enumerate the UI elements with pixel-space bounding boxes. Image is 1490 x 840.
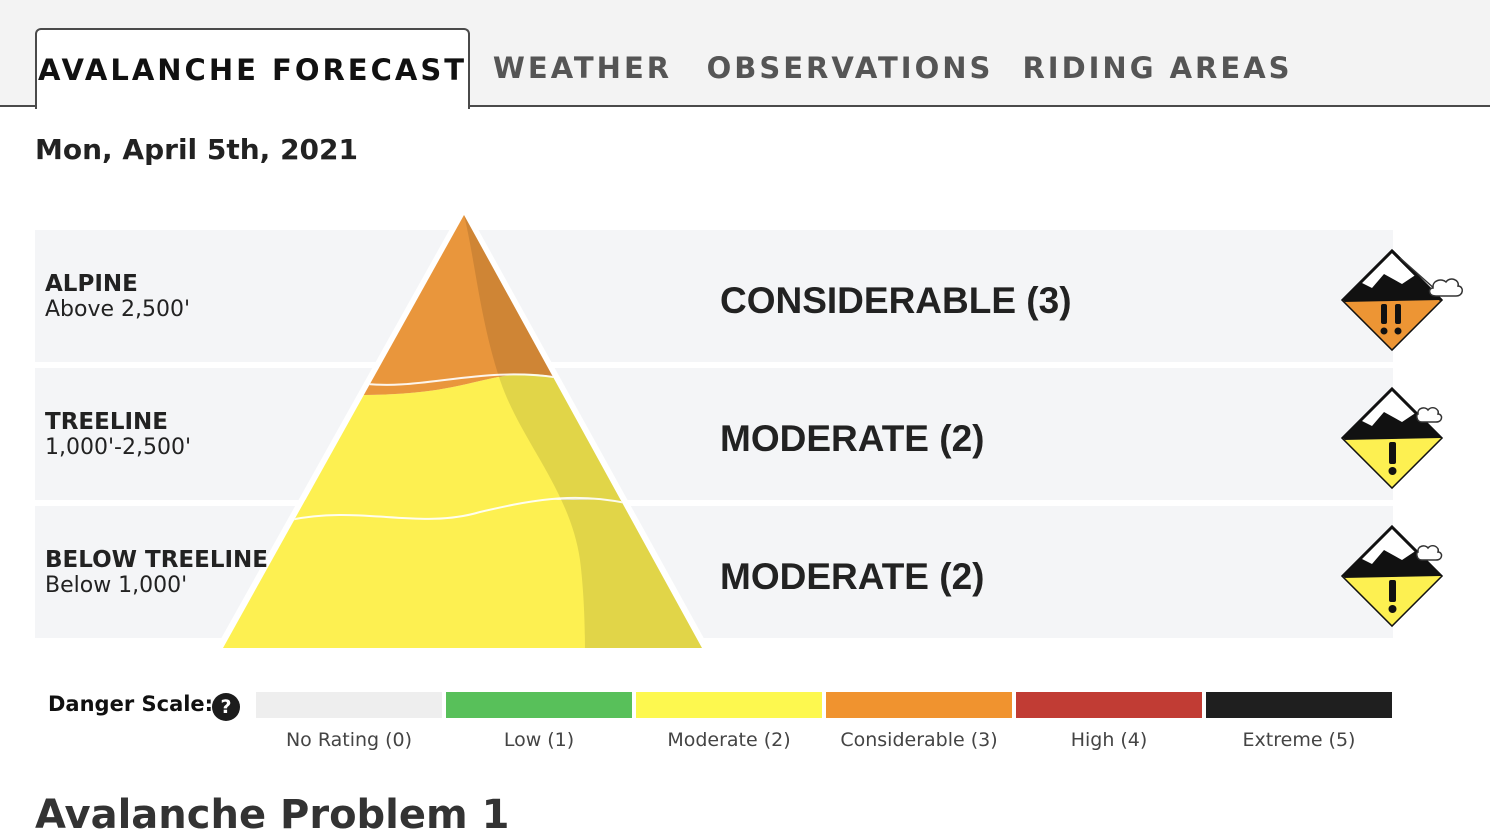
danger-scale-level-label: No Rating (0) — [285, 729, 413, 751]
danger-scale-label: Danger Scale: — [48, 692, 214, 716]
considerable-danger-icon — [1340, 248, 1463, 352]
band-label-treeline: TREELINE 1,000'-2,500' — [45, 409, 191, 461]
rating-treeline: MODERATE (2) — [720, 418, 985, 459]
band-label-below-treeline: BELOW TREELINE Below 1,000' — [45, 547, 269, 599]
tab-observations[interactable]: OBSERVATIONS — [706, 51, 994, 85]
rating-below-treeline: MODERATE (2) — [720, 556, 985, 597]
tab-riding-areas[interactable]: RIDING AREAS — [1022, 51, 1293, 85]
pyramid-alpine — [223, 215, 702, 395]
tab-bar: AVALANCHE FORECAST WEATHER OBSERVATIONS … — [0, 0, 1490, 109]
danger-scale-level-label: Considerable (3) — [840, 729, 998, 751]
danger-scale-segment — [636, 692, 822, 718]
moderate-danger-icon — [1340, 524, 1444, 628]
danger-scale-level-label: Extreme (5) — [1242, 729, 1356, 751]
band-name: ALPINE — [45, 271, 138, 297]
avalanche-problem-heading: Avalanche Problem 1 — [35, 792, 510, 838]
band-label-alpine: ALPINE Above 2,500' — [45, 271, 191, 323]
danger-scale-segment — [1206, 692, 1392, 718]
danger-scale-level-label: Low (1) — [503, 729, 575, 751]
band-name: BELOW TREELINE — [45, 547, 269, 573]
pyramid-treeline — [223, 373, 702, 521]
tab-weather[interactable]: WEATHER — [492, 51, 673, 85]
danger-scale-level-label: Moderate (2) — [667, 729, 791, 751]
danger-scale-level-label: High (4) — [1070, 729, 1148, 751]
help-icon[interactable]: ? — [212, 693, 240, 721]
danger-scale-segment — [446, 692, 632, 718]
pyramid-below-treeline — [223, 500, 702, 648]
danger-scale-segment — [826, 692, 1012, 718]
danger-scale-segment — [1016, 692, 1202, 718]
band-name: TREELINE — [45, 409, 168, 435]
band-alpine — [35, 230, 1393, 362]
band-elevation: 1,000'-2,500' — [45, 435, 191, 460]
forecast-date: Mon, April 5th, 2021 — [35, 133, 358, 166]
tab-avalanche-forecast[interactable]: AVALANCHE FORECAST — [35, 28, 470, 109]
band-treeline — [35, 368, 1393, 500]
band-elevation: Below 1,000' — [45, 573, 188, 598]
danger-scale-segment — [256, 692, 442, 718]
moderate-danger-icon — [1340, 386, 1444, 490]
rating-alpine: CONSIDERABLE (3) — [720, 280, 1072, 321]
band-elevation: Above 2,500' — [45, 297, 191, 322]
